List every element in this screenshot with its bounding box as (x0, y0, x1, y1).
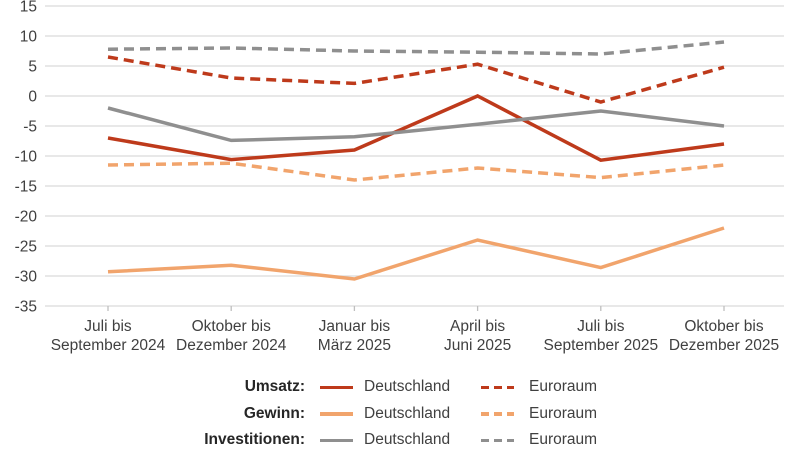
legend-solid-line-swatch (320, 438, 353, 442)
y-axis-tick-label: -5 (23, 119, 37, 136)
chart-legend: Umsatz: Deutschland Euroraum Gewinn: Deutsch… (0, 374, 800, 454)
y-axis-tick-label: 10 (20, 29, 38, 46)
legend-row: Gewinn: Deutschland Euroraum (0, 401, 800, 428)
series-line-umsatz-deutschland (107, 94, 725, 163)
x-axis-label: April bis Juni 2025 (444, 318, 511, 354)
legend-group-label: Investitionen: (204, 431, 305, 449)
y-axis-tick-label: -10 (15, 149, 38, 166)
legend-row: Umsatz: Deutschland Euroraum (0, 374, 800, 401)
chart-canvas: 15 10 5 0 -5 -10 -15 -20 -25 -30 -35 Juli bis Septem… (15, 0, 784, 354)
y-axis-tick-label: 0 (28, 89, 37, 106)
y-axis-tick-label: 5 (28, 59, 37, 76)
x-axis-label: Juli bis September 2024 (51, 318, 166, 354)
series-line-gewinn-euroraum (107, 161, 725, 182)
x-axis-label: Januar bis März 2025 (318, 318, 391, 354)
x-axis-label: Oktober bis Dezember 2024 (176, 318, 287, 354)
legend-dashed-line-swatch (481, 412, 514, 416)
y-axis-tick-label: -25 (15, 239, 37, 256)
legend-group-label: Gewinn: (243, 404, 305, 422)
x-axis-label: Juli bis September 2025 (543, 318, 658, 354)
legend-dashed-line-swatch (481, 385, 514, 389)
legend-solid-line-swatch (320, 385, 353, 389)
legend-series-label: Euroraum (529, 431, 598, 449)
y-axis-tick-label: -35 (15, 299, 37, 316)
legend-group-label: Umsatz: (244, 378, 305, 396)
legend-solid-line-swatch (320, 412, 353, 416)
series-line-gewinn-deutschland (107, 226, 725, 281)
series-line-investitionen-deutschland (107, 106, 725, 143)
y-axis-tick-label: -15 (15, 179, 37, 196)
y-axis-tick-label: 15 (20, 0, 37, 16)
legend-dashed-line-swatch (481, 438, 514, 442)
legend-row: Investitionen: Deutschland Euroraum (0, 427, 800, 454)
quarterly-line-chart: 15 10 5 0 -5 -10 -15 -20 -25 -30 -35 Juli bis Septem… (15, 0, 784, 354)
legend-series-label: Deutschland (364, 404, 451, 422)
y-axis-tick-label: -30 (15, 269, 38, 286)
y-axis-tick-label: -20 (15, 209, 38, 226)
legend-series-label: Euroraum (529, 378, 598, 396)
series-line-umsatz-euroraum (107, 55, 725, 104)
series-line-investitionen-euroraum (107, 40, 725, 56)
legend-series-label: Deutschland (364, 431, 451, 449)
x-axis-label: Oktober bis Dezember 2025 (669, 318, 779, 354)
legend-series-label: Euroraum (529, 404, 598, 422)
legend-series-label: Deutschland (364, 378, 451, 396)
